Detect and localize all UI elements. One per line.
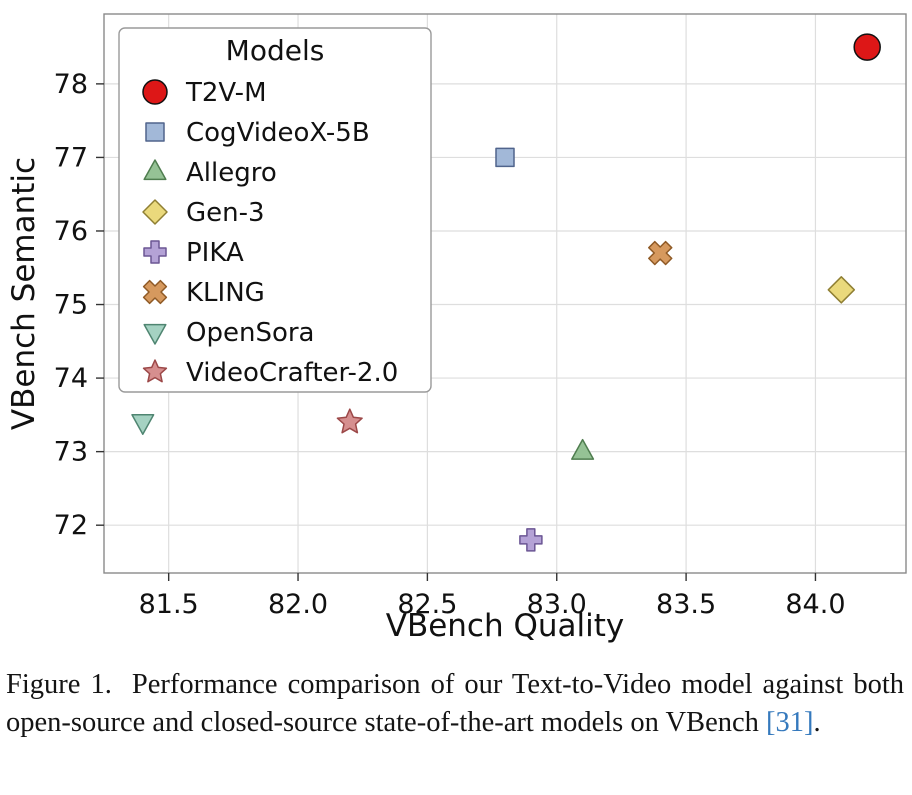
legend-item-PIKA: PIKA (143, 238, 244, 268)
legend: Models T2V-M CogVideoX-5B Allegro Gen-3 PIKA K… (118, 27, 432, 393)
point-Gen-3 (827, 276, 856, 304)
citation-link[interactable]: [31] (766, 706, 814, 738)
y-tick-label: 77 (54, 142, 88, 173)
caption-end: . (813, 706, 821, 738)
legend-item-Allegro: Allegro (143, 158, 277, 188)
legend-item-OpenSora: OpenSora (143, 318, 314, 348)
legend-label: VideoCrafter-2.0 (186, 358, 398, 388)
legend-label: T2V-M (185, 78, 267, 108)
x-tick-label: 82.5 (397, 589, 457, 620)
point-CogVideoX-5B (495, 147, 515, 168)
legend-label: PIKA (186, 238, 244, 268)
legend-title: Models (226, 34, 325, 67)
figure-1: 81.5 82.0 82.5 83.0 83.5 84.0 72 73 74 75 76 77 78 VB… (6, 13, 907, 741)
legend-label: OpenSora (186, 318, 314, 348)
point-PIKA (519, 528, 543, 552)
legend-marker-PIKA (143, 240, 167, 264)
x-tick-label: 81.5 (139, 589, 199, 620)
x-tick-label: 84.0 (785, 589, 845, 620)
x-tick-label: 82.0 (268, 589, 328, 620)
caption-text: Figure 1. Performance comparison of our … (6, 669, 904, 738)
legend-marker-Gen-3 (142, 199, 168, 225)
legend-marker-OpenSora (143, 323, 167, 345)
legend-marker-KLING (142, 279, 168, 305)
axis-tick-labels: 81.5 82.0 82.5 83.0 83.5 84.0 72 73 74 75 76 77 78 (54, 69, 846, 620)
legend-marker-CogVideoX-5B (145, 122, 165, 142)
legend-label: CogVideoX-5B (186, 118, 370, 148)
point-T2V-M (853, 33, 881, 61)
y-axis-label: VBench Semantic (6, 157, 42, 430)
legend-label: Allegro (186, 158, 277, 188)
scatter-plot: 81.5 82.0 82.5 83.0 83.5 84.0 72 73 74 75 76 77 78 VB… (6, 13, 907, 644)
point-Allegro (571, 438, 595, 460)
y-tick-label: 78 (54, 69, 88, 100)
x-tick-label: 83.0 (527, 589, 587, 620)
y-tick-label: 74 (54, 363, 88, 394)
x-tick-label: 83.5 (656, 589, 716, 620)
point-KLING (648, 240, 673, 266)
legend-box (118, 27, 432, 393)
figure-caption: Figure 1. Performance comparison of our … (6, 666, 904, 741)
data-points (131, 33, 881, 552)
legend-item-CogVideoX-5B: CogVideoX-5B (145, 118, 370, 148)
axis-ticks (96, 83, 817, 581)
y-tick-label: 76 (54, 216, 88, 247)
legend-item-KLING: KLING (142, 278, 265, 308)
y-tick-label: 75 (54, 290, 88, 321)
point-VideoCrafter-2.0 (336, 408, 363, 434)
x-axis-label: VBench Quality (386, 608, 625, 644)
legend-item-T2V-M: T2V-M (142, 78, 267, 108)
legend-item-Gen-3: Gen-3 (142, 198, 265, 228)
legend-marker-VideoCrafter-2.0 (142, 359, 168, 383)
y-tick-label: 73 (54, 437, 88, 468)
legend-marker-Allegro (143, 159, 167, 181)
legend-marker-T2V-M (142, 79, 168, 105)
legend-item-VideoCrafter-2.0: VideoCrafter-2.0 (142, 358, 398, 388)
y-tick-label: 72 (54, 510, 88, 541)
point-OpenSora (131, 414, 155, 435)
plot-border (103, 13, 907, 574)
legend-label: KLING (186, 278, 265, 308)
legend-label: Gen-3 (186, 198, 265, 228)
